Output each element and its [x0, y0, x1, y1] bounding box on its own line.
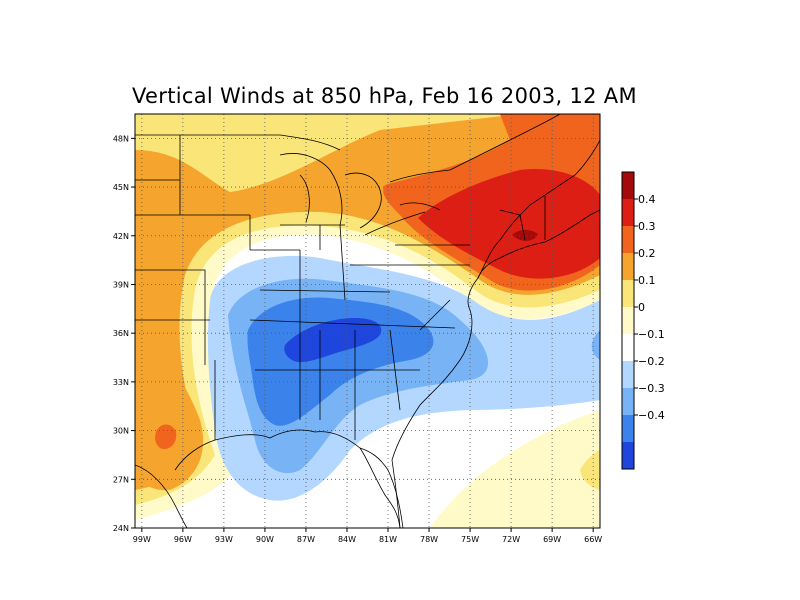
colorbar-swatch: [622, 415, 634, 442]
x-tick-label: 72W: [502, 535, 520, 544]
y-tick-label: 30N: [113, 427, 129, 436]
y-tick-label: 36N: [113, 329, 129, 338]
x-tick-label: 78W: [420, 535, 438, 544]
x-tick-label: 66W: [584, 535, 602, 544]
east-edge-negative: [591, 330, 600, 360]
colorbar-swatch: [622, 442, 634, 469]
x-tick-label: 81W: [379, 535, 397, 544]
colorbar-swatch: [622, 172, 634, 199]
contour-field: [135, 114, 600, 528]
new-england: [477, 139, 600, 279]
band-neg-0.4: [284, 318, 382, 363]
y-tick-label: 42N: [113, 232, 129, 241]
canada-border: [135, 114, 561, 183]
colorbar-label: 0.2: [638, 247, 656, 260]
x-tick-label: 93W: [215, 535, 233, 544]
texas-band-0.2: [135, 330, 204, 491]
colorbar-frame: [621, 171, 635, 470]
texas-band-0.3: [155, 424, 177, 450]
colorbar-swatch: [622, 280, 634, 307]
band-peak: [512, 229, 538, 241]
southeast-positive: [430, 410, 600, 528]
map-title: Vertical Winds at 850 hPa, Feb 16 2003, …: [132, 84, 637, 108]
y-tick-label: 27N: [113, 475, 129, 484]
band-0.4-plus: [418, 169, 600, 279]
y-tick-label: 48N: [113, 134, 129, 143]
band-neg-0.3: [247, 297, 434, 426]
x-tick-label: 75W: [461, 535, 479, 544]
map-frame: [134, 113, 601, 529]
x-tick-label: 87W: [297, 535, 315, 544]
colorbar-label: −0.3: [638, 382, 665, 395]
colorbar-swatch: [622, 253, 634, 280]
y-tick-label: 33N: [113, 378, 129, 387]
y-axis: 24N 27N 30N 33N 36N 39N 42N 45N 48N: [113, 134, 135, 533]
colorbar-swatch: [622, 226, 634, 253]
x-tick-label: 90W: [256, 535, 274, 544]
y-tick-label: 45N: [113, 183, 129, 192]
x-axis: 99W 96W 93W 90W 87W 84W 81W 78W 75W 72W 69W 66W: [133, 528, 602, 544]
y-tick-label: 24N: [113, 524, 129, 533]
x-tick-label: 96W: [174, 535, 192, 544]
x-tick-label: 99W: [133, 535, 151, 544]
colorbar-label: −0.2: [638, 355, 665, 368]
y-tick-label: 39N: [113, 280, 129, 289]
graticule: [135, 114, 600, 528]
colorbar-label: 0: [638, 301, 645, 314]
colorbar-swatch: [622, 307, 634, 334]
florida: [359, 447, 404, 528]
colorbar-label: 0.1: [638, 274, 656, 287]
x-tick-label: 84W: [338, 535, 356, 544]
colorbar-swatch: [622, 361, 634, 388]
colorbar-label: −0.1: [638, 328, 665, 341]
southeast-positive-inner: [580, 450, 600, 490]
colorbar: 0.4 0.3 0.2 0.1 0 −0.1 −0.2 −0.3 −0.4: [621, 171, 665, 470]
colorbar-label: −0.4: [638, 409, 665, 422]
state-lines: [135, 135, 470, 440]
x-tick-label: 69W: [543, 535, 561, 544]
colorbar-label: 0.4: [638, 193, 656, 206]
great-lakes: [279, 153, 441, 236]
colorbar-swatch: [622, 199, 634, 226]
colorbar-swatch: [622, 334, 634, 361]
boundaries: [135, 114, 600, 528]
colorbar-swatch: [622, 388, 634, 415]
colorbar-label: 0.3: [638, 220, 656, 233]
atlantic-coast: [391, 209, 600, 528]
